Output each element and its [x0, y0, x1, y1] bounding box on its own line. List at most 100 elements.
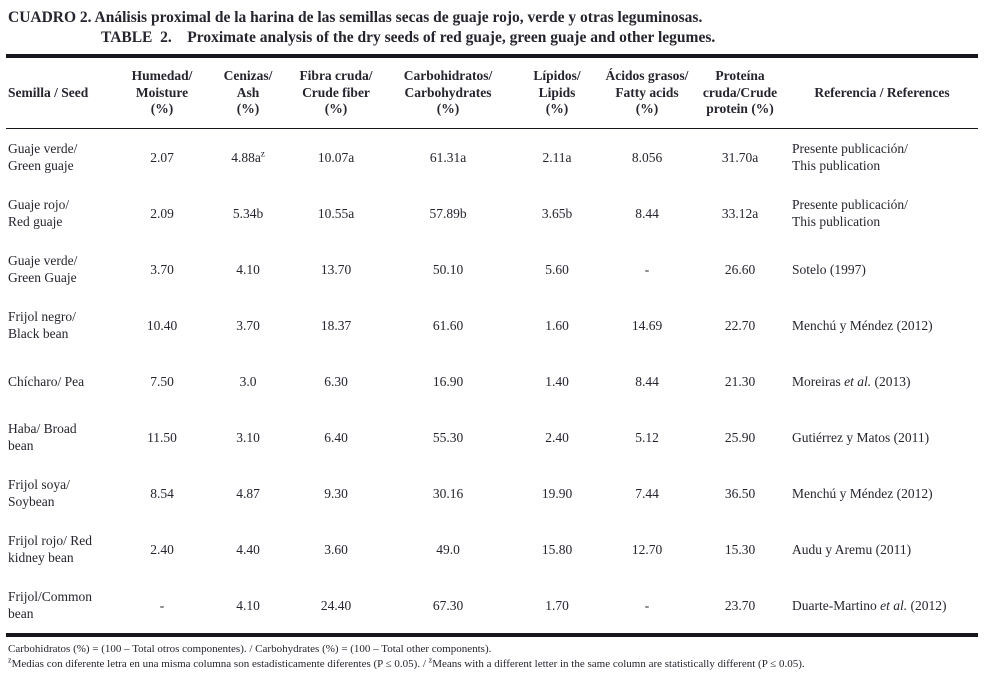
cell-ash: 4.40 — [236, 541, 260, 557]
cell-ash: 4.10 — [236, 597, 260, 613]
cell-carbohydrates: 67.30 — [432, 597, 464, 613]
cell-ash: 3.70 — [236, 317, 260, 333]
cell-fatty-acids: 8.44 — [635, 373, 659, 389]
cell-crude-fiber: 24.40 — [320, 597, 352, 613]
cell-carbohydrates: 30.16 — [432, 485, 464, 501]
cell-fatty-acids: 14.69 — [631, 317, 663, 333]
cell-ash: 4.87 — [236, 485, 260, 501]
cell-lipids: 2.11a — [542, 149, 572, 165]
reference-text: Menchú y Méndez (2012) — [792, 485, 933, 501]
cell-reference: Menchú y Méndez (2012) — [786, 297, 978, 353]
cell-reference: Audu y Aremu (2011) — [786, 521, 978, 577]
cell-ash: 3.0 — [239, 373, 257, 389]
table-footnotes: Carbohidratos (%) = (100 – Total otros c… — [8, 642, 978, 671]
cell-reference: Duarte-Martino et al. (2012) — [786, 577, 978, 635]
footnote-carbohydrates: Carbohidratos (%) = (100 – Total otros c… — [8, 643, 492, 655]
table-title: CUADRO 2. Análisis proximal de la harina… — [8, 8, 978, 48]
cell-seed: Chícharo/ Pea — [8, 373, 85, 389]
reference-text: Duarte-Martino — [792, 597, 881, 613]
cell-crude-protein: 31.70a — [721, 149, 759, 165]
table-body: Guaje verde/ Green guaje 2.07 4.88az 10.… — [6, 129, 978, 636]
table-header: Semilla / Seed Humedad/ Moisture (%) Cen… — [6, 56, 978, 129]
reference-suffix: (2012) — [907, 597, 947, 613]
col-header-seed: Semilla / Seed — [6, 56, 118, 129]
cell-reference: Sotelo (1997) — [786, 241, 978, 297]
cell-carbohydrates: 55.30 — [432, 429, 464, 445]
cell-carbohydrates: 50.10 — [432, 261, 464, 277]
cell-seed: Haba/ Broad bean — [8, 421, 77, 453]
table-row: Frijol soya/ Soybean 8.54 4.87 9.30 30.1… — [6, 465, 978, 521]
header-row: Semilla / Seed Humedad/ Moisture (%) Cen… — [6, 56, 978, 129]
reference-text: Presente publicación/ This publication — [792, 197, 908, 229]
cell-seed: Guaje verde/ Green guaje — [8, 141, 78, 173]
cell-seed: Frijol rojo/ Red kidney bean — [8, 533, 92, 565]
footnote-superscript: z — [8, 654, 12, 664]
reference-text: Presente publicación/ This publication — [792, 141, 908, 173]
cell-carbohydrates: 16.90 — [432, 373, 464, 389]
cell-fatty-acids: 8.44 — [635, 205, 659, 221]
cell-crude-fiber: 10.55a — [317, 205, 355, 221]
cell-seed: Guaje verde/ Green Guaje — [8, 253, 78, 285]
cell-crude-protein: 21.30 — [724, 373, 756, 389]
reference-suffix: (2013) — [871, 373, 911, 389]
cell-ash-superscript: z — [260, 148, 265, 158]
cell-lipids: 1.40 — [545, 373, 569, 389]
cell-moisture: 10.40 — [146, 317, 178, 333]
cell-reference: Presente publicación/ This publication — [786, 185, 978, 241]
cell-moisture: 2.40 — [150, 541, 174, 557]
cell-crude-fiber: 6.30 — [324, 373, 348, 389]
cell-crude-fiber: 6.40 — [324, 429, 348, 445]
col-header-crude-protein: Proteína cruda/Crude protein (%) — [694, 56, 786, 129]
table-row: Haba/ Broad bean 11.50 3.10 6.40 55.30 2… — [6, 409, 978, 465]
cell-crude-protein: 33.12a — [721, 205, 759, 221]
cell-crude-fiber: 3.60 — [324, 541, 348, 557]
cell-ash-value: 4.88a — [231, 149, 261, 165]
table-row: Guaje verde/ Green Guaje 3.70 4.10 13.70… — [6, 241, 978, 297]
table-row: Guaje rojo/ Red guaje 2.09 5.34b 10.55a … — [6, 185, 978, 241]
cell-lipids: 19.90 — [541, 485, 573, 501]
cell-crude-protein: 15.30 — [724, 541, 756, 557]
cell-seed: Frijol negro/ Black bean — [8, 309, 76, 341]
cell-ash: 4.88az — [206, 129, 290, 186]
footnote-text-spanish: Medias con diferente letra en una misma … — [11, 657, 429, 670]
cell-reference: Presente publicación/ This publication — [786, 129, 978, 186]
cell-fatty-acids: 5.12 — [635, 429, 659, 445]
cell-moisture: 11.50 — [147, 429, 177, 445]
col-header-reference: Referencia / References — [786, 56, 978, 129]
cell-fatty-acids: - — [644, 261, 650, 277]
reference-text: Gutiérrez y Matos (2011) — [792, 429, 930, 445]
cell-crude-fiber: 10.07a — [317, 149, 355, 165]
cell-seed: Frijol/Common bean — [8, 589, 93, 621]
col-header-moisture: Humedad/ Moisture (%) — [118, 56, 206, 129]
cell-ash: 4.10 — [236, 261, 260, 277]
cell-carbohydrates: 57.89b — [429, 205, 467, 221]
footnote-statistics: zMedias con diferente letra en una misma… — [8, 654, 978, 672]
cell-crude-fiber: 18.37 — [320, 317, 352, 333]
table-title-english: TABLE 2. Proximate analysis of the dry s… — [101, 29, 716, 46]
cell-carbohydrates: 49.0 — [436, 541, 460, 557]
cell-lipids: 1.60 — [545, 317, 569, 333]
cell-lipids: 1.70 — [545, 597, 569, 613]
col-header-fatty-acids: Ácidos grasos/ Fatty acids (%) — [600, 56, 694, 129]
cell-reference: Gutiérrez y Matos (2011) — [786, 409, 978, 465]
col-header-lipids: Lípidos/ Lipids (%) — [514, 56, 600, 129]
cell-crude-protein: 26.60 — [724, 261, 756, 277]
cell-lipids: 2.40 — [545, 429, 569, 445]
table-title-spanish: CUADRO 2. Análisis proximal de la harina… — [8, 9, 703, 26]
table-row: Chícharo/ Pea 7.50 3.0 6.30 16.90 1.40 8… — [6, 353, 978, 409]
cell-crude-fiber: 9.30 — [324, 485, 348, 501]
cell-fatty-acids: 8.056 — [631, 149, 663, 165]
cell-crude-protein: 25.90 — [724, 429, 756, 445]
cell-crude-protein: 36.50 — [724, 485, 756, 501]
cell-carbohydrates: 61.31a — [429, 149, 467, 165]
cell-crude-protein: 23.70 — [724, 597, 756, 613]
col-header-crude-fiber: Fibra cruda/ Crude fiber (%) — [290, 56, 382, 129]
table-row: Guaje verde/ Green guaje 2.07 4.88az 10.… — [6, 129, 978, 186]
col-header-carbohydrates: Carbohidratos/ Carbohydrates (%) — [382, 56, 514, 129]
cell-moisture: 2.07 — [150, 149, 174, 165]
reference-text: Moreiras — [792, 373, 845, 389]
footnote-text-english: Means with a different letter in the sam… — [432, 657, 805, 670]
cell-fatty-acids: 12.70 — [631, 541, 663, 557]
cell-lipids: 3.65b — [541, 205, 573, 221]
cell-seed: Frijol soya/ Soybean — [8, 477, 70, 509]
